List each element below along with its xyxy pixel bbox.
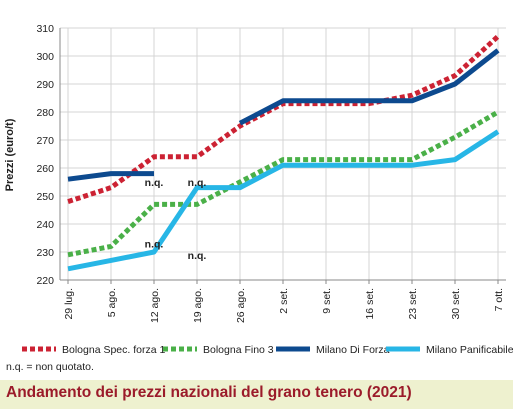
annotation-nq: n.q. [188, 177, 207, 189]
y-axis-label: Prezzi (euro/t) [4, 118, 16, 191]
series-line [67, 129, 500, 272]
series-line [238, 48, 500, 126]
annotations: n.q. n.q. n.q. n.q. [145, 177, 207, 262]
x-tick-label: 7 ott. [493, 288, 505, 311]
y-tick-label: 280 [36, 107, 54, 119]
series-line [67, 171, 154, 182]
legend: Bologna Spec. forza 1 Bologna Fino 3 Milan… [22, 344, 513, 356]
y-tick-label: 260 [36, 163, 54, 175]
x-tick-label: 16 set. [364, 288, 376, 320]
series-line [67, 109, 500, 258]
series-lines [67, 34, 500, 272]
annotation-nq: n.q. [145, 177, 164, 189]
x-tick-label: 12 ago. [149, 288, 161, 323]
legend-label: Milano Di Forza [316, 344, 390, 356]
y-tick-label: 290 [36, 79, 54, 91]
legend-label: Bologna Spec. forza 1 [62, 344, 165, 356]
legend-label: Bologna Fino 3 [203, 344, 274, 356]
title-bar [0, 380, 513, 409]
x-tick-label: 29 lug. [63, 288, 75, 320]
y-tick-label: 220 [36, 275, 54, 287]
x-tick-label: 5 ago. [106, 288, 118, 317]
y-tick-label: 270 [36, 135, 54, 147]
y-tick-label: 300 [36, 51, 54, 63]
x-tick-label: 19 ago. [192, 288, 204, 323]
chart-title: Andamento dei prezzi nazionali del grano… [6, 384, 412, 401]
x-tick-label: 26 ago. [235, 288, 247, 323]
annotation-nq: n.q. [145, 239, 164, 251]
x-tick-label: 30 set. [450, 288, 462, 320]
note-text: n.q. = non quotato. [6, 361, 94, 373]
y-tick-label: 250 [36, 191, 54, 203]
axes: 220 230 240 250 260 270 280 290 300 310 29 lug. 5 a… [36, 23, 506, 323]
price-chart: 220 230 240 250 260 270 280 290 300 310 29 lug. 5 a… [4, 23, 513, 356]
y-tick-label: 310 [36, 23, 54, 35]
x-tick-label: 23 set. [407, 288, 419, 320]
annotation-nq: n.q. [188, 250, 207, 262]
y-tick-label: 240 [36, 219, 54, 231]
x-tick-label: 9 set. [321, 288, 333, 314]
y-tick-label: 230 [36, 247, 54, 259]
legend-label: Milano Panificabile [426, 344, 513, 356]
x-tick-label: 2 set. [278, 288, 290, 314]
